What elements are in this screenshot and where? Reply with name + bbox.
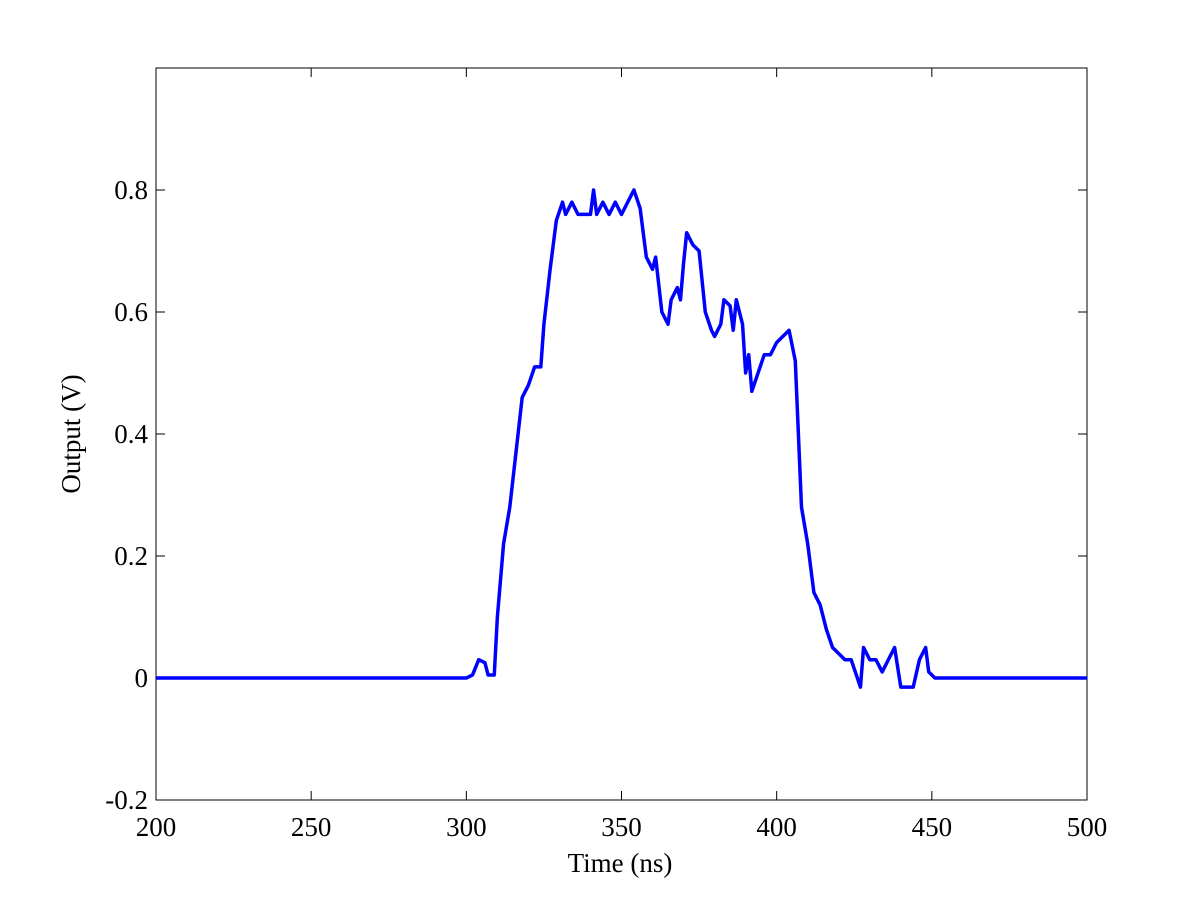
y-tick-label: -0.2 — [105, 785, 148, 815]
data-line — [156, 188, 1087, 689]
x-tick-label: 200 — [136, 812, 177, 842]
x-tick-label: 350 — [601, 812, 642, 842]
y-tick-label: 0.8 — [114, 175, 148, 205]
y-tick-label: 0.4 — [114, 419, 148, 449]
x-tick-label: 300 — [446, 812, 487, 842]
y-tick-label: 0.2 — [114, 541, 148, 571]
x-tick-label: 500 — [1067, 812, 1108, 842]
y-axis-label: Output (V) — [56, 374, 86, 493]
y-tick-label: 0.6 — [114, 297, 148, 327]
x-tick-label: 250 — [291, 812, 332, 842]
y-tick-label: 0 — [135, 663, 149, 693]
x-tick-label: 450 — [912, 812, 953, 842]
x-tick-label: 400 — [756, 812, 797, 842]
x-axis-label: Time (ns) — [568, 848, 673, 878]
plot-area — [155, 67, 1088, 801]
